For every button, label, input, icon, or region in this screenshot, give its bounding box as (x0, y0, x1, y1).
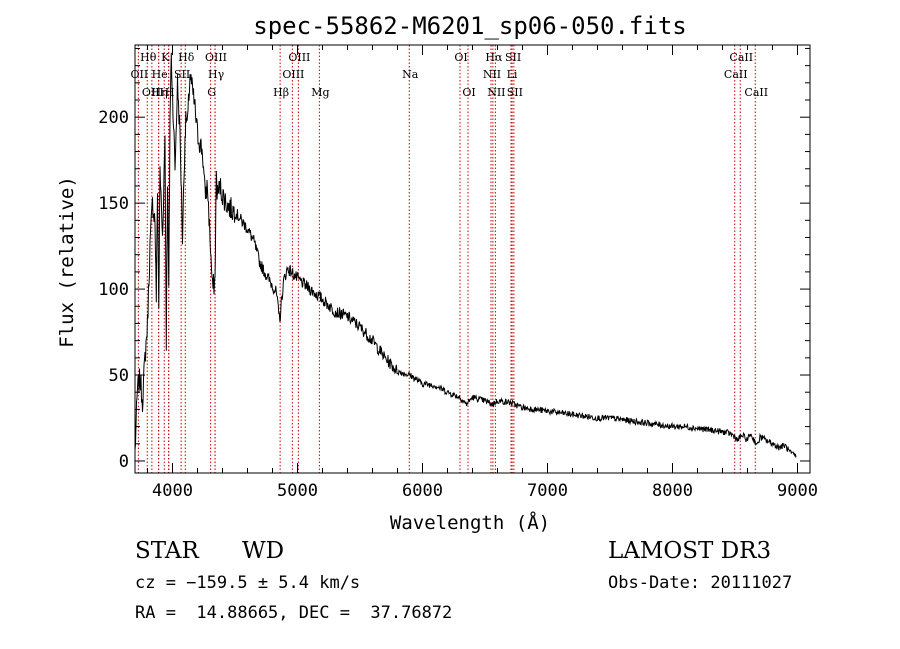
line-label-19: Hη (152, 86, 168, 99)
line-label-26: SII (507, 86, 523, 99)
line-label-9: OII (131, 68, 149, 81)
object-subclass: WD (242, 538, 285, 564)
line-label-21: G (207, 86, 216, 99)
line-label-7: SII (505, 51, 521, 64)
x-tick-label: 8000 (652, 481, 693, 501)
line-label-23: Mg (311, 86, 329, 99)
y-axis-label: Flux (relative) (56, 176, 78, 348)
y-tick-label: 100 (98, 280, 129, 300)
x-tick-label: 9000 (777, 481, 818, 501)
x-tick-label: 7000 (527, 481, 568, 501)
x-tick-label: 4000 (152, 481, 193, 501)
line-label-13: OIII (282, 68, 304, 81)
line-label-0: Hθ (140, 51, 157, 64)
line-label-2: Hδ (178, 51, 195, 64)
sky-coordinates: RA = 14.88665, DEC = 37.76872 (135, 603, 453, 623)
line-label-17: CaII (724, 68, 748, 81)
plot-frame (134, 44, 811, 474)
line-label-5: OI (454, 51, 467, 64)
redshift-velocity: cz = −159.5 ± 5.4 km/s (135, 573, 361, 593)
line-label-24: OI (462, 86, 475, 99)
line-label-11: SII (174, 68, 190, 81)
x-tick-label: 5000 (277, 481, 318, 501)
line-label-4: OIII (288, 51, 310, 64)
line-label-27: CaII (744, 86, 768, 99)
line-label-8: CaII (729, 51, 753, 64)
line-label-15: NII (483, 68, 501, 81)
line-label-25: NII (487, 86, 505, 99)
observation-date: Obs-Date: 20111027 (608, 573, 793, 593)
line-label-10: He (152, 68, 168, 81)
spectrum-series-line (134, 52, 797, 459)
axis-ticks: 4000 5000 6000 7000 8000 9000 0 50 100 150 200 (98, 45, 818, 501)
line-label-6: Hα (485, 51, 503, 64)
y-tick-label: 150 (98, 194, 129, 214)
chart-title: spec-55862-M6201_sp06-050.fits (253, 12, 686, 40)
line-label-18: OIII (142, 86, 164, 99)
x-tick-label: 6000 (402, 481, 443, 501)
line-label-1: K (161, 51, 170, 64)
y-tick-label: 0 (119, 452, 129, 472)
x-axis-label: Wavelength (Å) (390, 511, 550, 534)
line-label-14: Na (402, 68, 419, 81)
line-label-12: Hγ (208, 68, 225, 81)
line-label-20: H (165, 86, 175, 99)
line-label-16: Li (507, 68, 518, 81)
y-tick-label: 50 (109, 366, 129, 386)
y-tick-label: 200 (98, 108, 129, 128)
line-label-22: Hβ (273, 86, 289, 99)
emission-line-markers (137, 45, 756, 473)
line-label-3: OIII (205, 51, 227, 64)
object-class: STAR (135, 538, 199, 564)
survey-name: LAMOST DR3 (608, 538, 772, 564)
